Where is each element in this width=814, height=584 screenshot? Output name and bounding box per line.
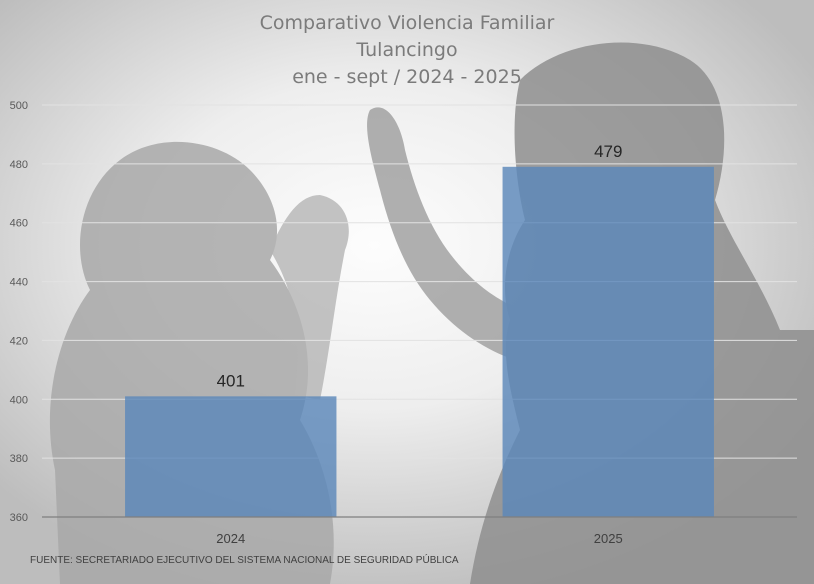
woman-arm [270, 195, 349, 400]
x-category-label: 2024 [216, 531, 245, 546]
title-line-1: Comparativo Violencia Familiar [260, 12, 555, 34]
y-tick-label: 440 [10, 277, 28, 289]
y-tick-label: 480 [10, 159, 28, 171]
data-label: 401 [217, 371, 245, 390]
bar-2024[interactable] [125, 396, 337, 517]
man-arm [367, 107, 520, 360]
data-labels: 401 479 [217, 142, 623, 391]
y-tick-label: 380 [10, 453, 28, 465]
y-tick-label: 400 [10, 394, 28, 406]
chart-title: Comparativo Violencia Familiar Tulancing… [260, 12, 555, 88]
y-tick-label: 500 [10, 100, 28, 112]
x-axis-category-labels: 2024 2025 [216, 531, 622, 546]
bars [125, 166, 714, 518]
data-label: 479 [594, 142, 622, 161]
x-category-label: 2025 [594, 531, 623, 546]
title-line-3: ene - sept / 2024 - 2025 [292, 66, 522, 88]
y-axis-tick-labels: 360 380 400 420 440 460 480 500 [10, 100, 28, 524]
title-line-2: Tulancingo [355, 39, 457, 61]
bar-2025[interactable] [502, 166, 714, 518]
y-tick-label: 360 [10, 512, 28, 524]
y-tick-label: 420 [10, 335, 28, 347]
source-note: FUENTE: SECRETARIADO EJECUTIVO DEL SISTE… [30, 553, 459, 566]
y-tick-label: 460 [10, 218, 28, 230]
